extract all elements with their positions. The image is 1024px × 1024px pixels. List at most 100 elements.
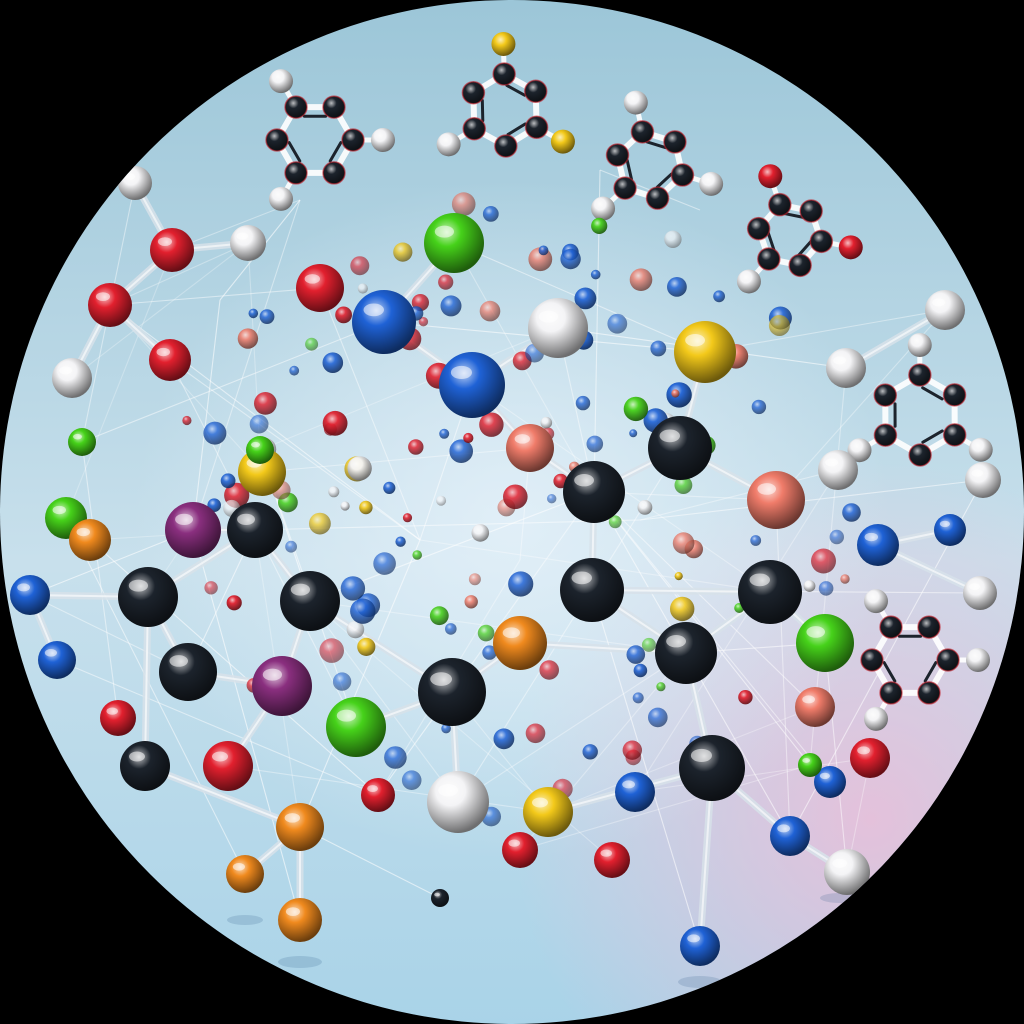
atom-35 xyxy=(226,855,264,893)
mesh-wire-167 xyxy=(81,321,385,443)
small-atom-17 xyxy=(445,623,457,635)
small-atom-40 xyxy=(401,770,422,790)
atom-14 xyxy=(418,658,486,726)
small-atom-62 xyxy=(623,396,649,422)
wire-mesh xyxy=(29,169,984,947)
atom-43 xyxy=(850,738,890,778)
small-atom-28 xyxy=(607,313,628,334)
small-atom-42 xyxy=(586,435,604,453)
small-atom-59 xyxy=(750,535,762,546)
atom-20 xyxy=(227,502,283,558)
small-atom-11 xyxy=(322,352,344,374)
atom-46 xyxy=(963,576,997,610)
mesh-wire-98 xyxy=(65,249,173,519)
small-atom-41 xyxy=(305,337,319,351)
mesh-wire-155 xyxy=(634,757,871,793)
small-atom-12 xyxy=(346,620,365,639)
small-atom-106 xyxy=(479,300,501,322)
mesh-wire-74 xyxy=(169,359,421,541)
small-atom-132 xyxy=(633,663,648,678)
ring-structure-2 xyxy=(591,90,724,221)
atom-12 xyxy=(655,622,717,684)
atom-44 xyxy=(857,524,899,566)
small-atom-142 xyxy=(322,410,348,436)
small-atom-93 xyxy=(574,287,597,310)
mesh-wire-77 xyxy=(457,652,687,803)
small-atom-104 xyxy=(538,245,549,256)
atom-5 xyxy=(648,416,712,480)
atom-25 xyxy=(203,741,253,791)
small-atom-80 xyxy=(818,581,834,596)
atom-60 xyxy=(100,700,136,736)
small-atom-140 xyxy=(439,428,450,439)
small-atom-83 xyxy=(429,606,449,626)
small-atom-23 xyxy=(803,580,816,592)
small-atom-71 xyxy=(204,581,218,595)
small-atom-22 xyxy=(350,256,370,276)
small-atom-144 xyxy=(591,217,608,234)
atom-59 xyxy=(361,778,395,812)
small-atom-38 xyxy=(547,494,557,504)
mesh-wire-117 xyxy=(192,529,301,921)
large-atoms xyxy=(10,166,1001,966)
small-atom-97 xyxy=(632,692,644,704)
small-atom-89 xyxy=(482,206,499,222)
small-atom-29 xyxy=(383,481,396,494)
small-atom-76 xyxy=(373,552,396,575)
small-atom-73 xyxy=(672,532,695,554)
mesh-wire-126 xyxy=(639,469,839,521)
atom-42 xyxy=(795,687,835,727)
small-atom-123 xyxy=(575,395,591,411)
small-atom-37 xyxy=(667,277,687,297)
small-atom-10 xyxy=(357,637,376,657)
small-atom-145 xyxy=(249,414,269,434)
atom-6 xyxy=(563,461,625,523)
mesh-wire-154 xyxy=(704,309,946,353)
atom-29 xyxy=(149,339,191,381)
mesh-wire-127 xyxy=(109,287,321,306)
small-atom-137 xyxy=(309,512,331,535)
small-atom-0 xyxy=(582,744,598,760)
small-atom-124 xyxy=(479,412,504,437)
mesh-wire-15 xyxy=(261,447,531,473)
small-atom-105 xyxy=(525,723,546,744)
small-atom-13 xyxy=(441,723,451,734)
atom-53 xyxy=(69,519,111,561)
small-atom-138 xyxy=(768,315,790,336)
small-atom-88 xyxy=(560,248,581,270)
small-atom-125 xyxy=(650,340,667,357)
mesh-wire-40 xyxy=(639,479,984,521)
atom-4 xyxy=(674,321,736,383)
atom-56 xyxy=(230,225,266,261)
ring-structure-0 xyxy=(265,69,395,211)
small-atom-131 xyxy=(713,290,725,303)
atom-30 xyxy=(52,358,92,398)
small-atom-63 xyxy=(332,672,352,691)
small-atom-75 xyxy=(328,486,340,498)
atom-1 xyxy=(352,290,416,354)
mesh-wire-109 xyxy=(29,529,194,596)
atom-45 xyxy=(934,514,966,546)
atom-15 xyxy=(326,697,386,757)
atom-57 xyxy=(118,166,152,200)
small-atom-149 xyxy=(842,503,861,522)
mesh-wire-137 xyxy=(109,242,249,306)
small-atom-108 xyxy=(641,637,656,652)
small-atom-64 xyxy=(418,317,429,327)
atom-19 xyxy=(280,571,340,631)
atom-7 xyxy=(506,424,554,472)
atom-8 xyxy=(747,471,805,529)
small-atom-92 xyxy=(508,571,534,597)
small-atom-101 xyxy=(357,283,368,294)
atom-51 xyxy=(814,766,846,798)
mesh-wire-166 xyxy=(29,594,189,673)
atom-16 xyxy=(427,771,489,833)
mesh-wire-57 xyxy=(775,499,791,837)
small-atom-90 xyxy=(629,268,653,292)
small-atom-30 xyxy=(539,660,559,680)
small-atom-31 xyxy=(670,596,695,622)
small-atom-103 xyxy=(203,421,227,445)
small-atom-52 xyxy=(335,306,352,324)
atom-47 xyxy=(925,290,965,330)
small-atom-85 xyxy=(811,548,836,574)
